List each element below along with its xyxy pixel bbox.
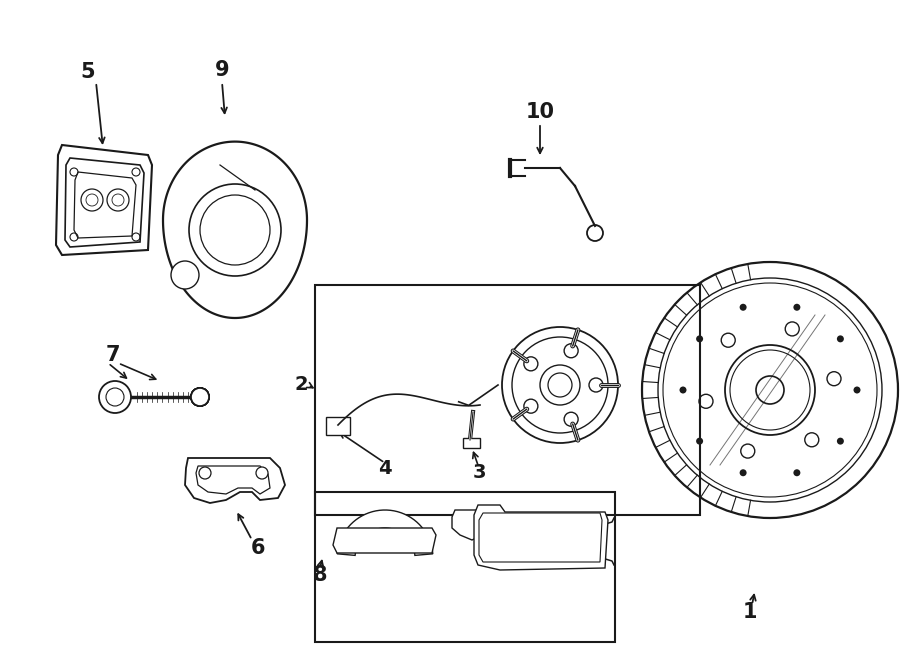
- Circle shape: [524, 399, 538, 413]
- Circle shape: [589, 378, 603, 392]
- Circle shape: [191, 388, 209, 406]
- Circle shape: [696, 335, 703, 342]
- Circle shape: [191, 388, 209, 406]
- Text: 1: 1: [742, 602, 757, 622]
- Bar: [326, 417, 350, 435]
- Polygon shape: [74, 172, 136, 238]
- Circle shape: [564, 344, 578, 358]
- Polygon shape: [196, 466, 270, 494]
- Circle shape: [99, 381, 131, 413]
- Circle shape: [199, 467, 211, 479]
- Circle shape: [548, 373, 572, 397]
- Text: 10: 10: [526, 102, 554, 122]
- Circle shape: [171, 261, 199, 289]
- Text: 7: 7: [106, 345, 121, 365]
- Polygon shape: [65, 158, 144, 247]
- Circle shape: [191, 388, 209, 406]
- Text: 8: 8: [313, 565, 328, 585]
- Circle shape: [837, 438, 844, 445]
- Circle shape: [189, 184, 281, 276]
- Circle shape: [256, 467, 268, 479]
- Polygon shape: [479, 513, 602, 562]
- Circle shape: [794, 304, 800, 311]
- Text: 2: 2: [294, 375, 308, 395]
- Circle shape: [200, 195, 270, 265]
- Circle shape: [191, 388, 209, 406]
- Circle shape: [564, 412, 578, 426]
- Polygon shape: [163, 141, 307, 318]
- Circle shape: [107, 189, 129, 211]
- Circle shape: [696, 438, 703, 445]
- Circle shape: [191, 388, 209, 406]
- Circle shape: [540, 365, 580, 405]
- Polygon shape: [474, 505, 608, 570]
- Circle shape: [81, 189, 103, 211]
- Bar: [315, 492, 615, 642]
- Circle shape: [512, 337, 608, 433]
- Circle shape: [740, 304, 747, 311]
- Bar: [463, 438, 480, 448]
- Circle shape: [853, 387, 860, 393]
- Circle shape: [191, 388, 209, 406]
- Text: 5: 5: [81, 62, 95, 82]
- Polygon shape: [56, 145, 152, 255]
- Text: 6: 6: [251, 538, 266, 558]
- Circle shape: [794, 469, 800, 476]
- Polygon shape: [185, 458, 285, 503]
- Polygon shape: [333, 528, 436, 553]
- Polygon shape: [338, 510, 433, 555]
- Circle shape: [524, 357, 538, 371]
- Bar: [315, 285, 700, 515]
- Circle shape: [740, 469, 747, 476]
- Text: 9: 9: [215, 60, 230, 80]
- Polygon shape: [452, 510, 482, 540]
- Text: 4: 4: [378, 459, 392, 477]
- Circle shape: [680, 387, 687, 393]
- Text: 3: 3: [472, 463, 486, 481]
- Circle shape: [502, 327, 618, 443]
- Circle shape: [837, 335, 844, 342]
